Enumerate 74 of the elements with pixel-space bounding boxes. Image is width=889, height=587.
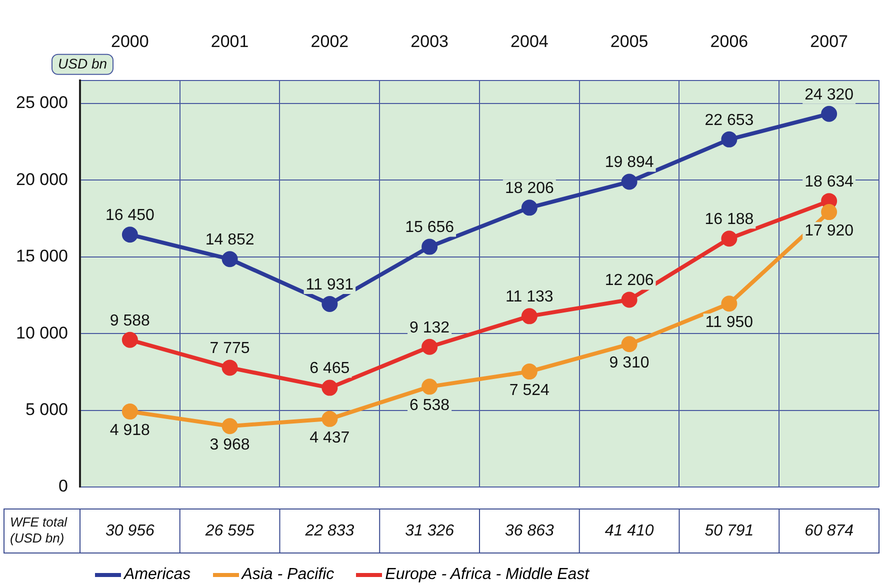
data-label: 24 320 bbox=[804, 86, 854, 104]
data-label: 9 310 bbox=[609, 354, 650, 372]
legend-label: Asia - Pacific bbox=[242, 566, 334, 584]
point bbox=[821, 204, 838, 220]
legend-label: Americas bbox=[124, 566, 191, 584]
text: 30 956 bbox=[105, 522, 154, 540]
text: 50 791 bbox=[704, 522, 754, 540]
point bbox=[621, 292, 638, 308]
point bbox=[122, 404, 138, 420]
data-label: 4 437 bbox=[310, 429, 350, 446]
y-axis-title: USD bn bbox=[58, 55, 108, 72]
text: 26 595 bbox=[205, 522, 254, 540]
data-label: 4 918 bbox=[110, 422, 150, 439]
y-tick-label: 20 000 bbox=[16, 170, 68, 189]
y-tick-label: 0 bbox=[58, 476, 68, 496]
point bbox=[422, 378, 438, 395]
data-label: 18 206 bbox=[504, 180, 554, 198]
data-label: 18 634 bbox=[804, 173, 854, 190]
point bbox=[422, 238, 438, 255]
data-label: 17 920 bbox=[804, 222, 854, 240]
data-label: 15 656 bbox=[405, 219, 454, 236]
y-tick-label: 10 000 bbox=[16, 323, 68, 342]
point bbox=[621, 174, 638, 190]
data-label: 11 133 bbox=[506, 288, 554, 306]
point bbox=[122, 332, 138, 348]
x-tick-label: 2005 bbox=[610, 32, 648, 51]
point bbox=[521, 308, 538, 324]
point bbox=[322, 410, 338, 427]
point bbox=[222, 251, 238, 268]
y-tick-label: 25 000 bbox=[16, 93, 68, 112]
data-label: 16 188 bbox=[704, 211, 754, 228]
data-label: 12 206 bbox=[604, 272, 654, 290]
point bbox=[521, 200, 538, 216]
text: 60 874 bbox=[804, 522, 854, 540]
data-label: 9 132 bbox=[410, 319, 450, 336]
point bbox=[322, 296, 338, 312]
point bbox=[222, 418, 238, 434]
text: 36 863 bbox=[504, 522, 554, 540]
point bbox=[621, 336, 638, 352]
data-label: 3 968 bbox=[210, 436, 250, 454]
point bbox=[122, 226, 138, 243]
point bbox=[721, 230, 738, 247]
data-label: 16 450 bbox=[105, 207, 155, 224]
text: 41 410 bbox=[604, 522, 654, 540]
x-tick-label: 2002 bbox=[310, 32, 349, 51]
point bbox=[721, 131, 738, 148]
text: 31 326 bbox=[405, 522, 454, 540]
text: WFE total (USD bn) bbox=[10, 514, 68, 546]
x-tick-label: 2006 bbox=[710, 32, 748, 51]
y-tick-label: 15 000 bbox=[16, 246, 68, 266]
data-label: 14 852 bbox=[205, 232, 254, 249]
x-tick-label: 2004 bbox=[510, 32, 548, 51]
data-label: 11 950 bbox=[705, 314, 754, 332]
point bbox=[521, 364, 538, 380]
text: 22 833 bbox=[305, 522, 354, 540]
x-tick-label: 2003 bbox=[410, 32, 448, 51]
data-label: 7 775 bbox=[210, 340, 250, 358]
point bbox=[821, 106, 838, 122]
point bbox=[721, 296, 738, 312]
point bbox=[222, 360, 238, 376]
data-label: 22 653 bbox=[704, 112, 754, 129]
data-label: 6 465 bbox=[310, 360, 350, 378]
x-tick-label: 2001 bbox=[210, 32, 249, 51]
x-tick-label: 2007 bbox=[810, 32, 848, 51]
data-label: 9 588 bbox=[110, 312, 150, 330]
point bbox=[422, 338, 438, 355]
data-label: 19 894 bbox=[604, 154, 654, 172]
legend-label: Europe - Africa - Middle East bbox=[385, 566, 590, 584]
x-tick-label: 2000 bbox=[111, 32, 149, 51]
data-label: 7 524 bbox=[509, 382, 550, 399]
data-label: 11 931 bbox=[306, 276, 354, 294]
data-label: 6 538 bbox=[410, 397, 450, 414]
point bbox=[322, 380, 338, 396]
y-tick-label: 5 000 bbox=[25, 400, 68, 419]
